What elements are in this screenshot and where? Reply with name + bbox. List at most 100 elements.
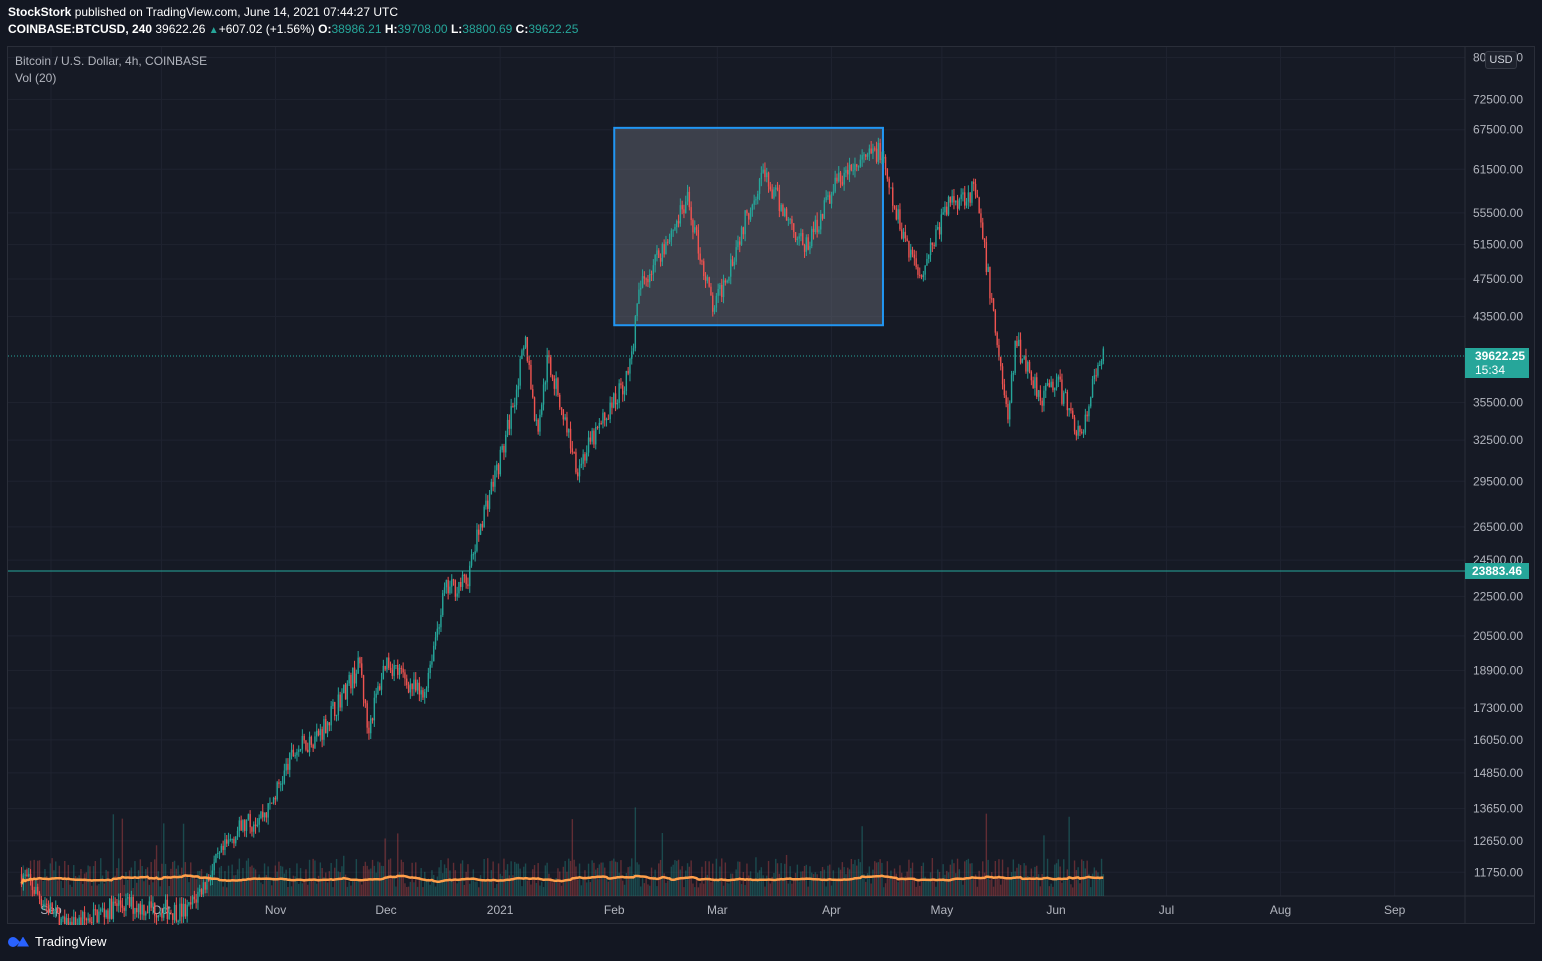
volume-bar xyxy=(632,874,635,896)
volume-bar xyxy=(697,887,700,896)
candle xyxy=(863,154,865,156)
candle xyxy=(726,280,728,283)
legend-volume[interactable]: Vol (20) xyxy=(15,71,57,85)
candle xyxy=(366,703,368,728)
candle xyxy=(132,897,134,914)
candle xyxy=(298,749,300,752)
volume-bar xyxy=(193,876,196,896)
volume-bar xyxy=(202,876,205,896)
candle xyxy=(571,448,574,453)
candle xyxy=(769,186,772,190)
candle xyxy=(551,375,554,379)
volume-bar xyxy=(209,865,212,896)
volume-bar xyxy=(584,870,586,896)
candle xyxy=(1059,376,1061,380)
volume-bar xyxy=(182,823,185,896)
volume-bar xyxy=(928,878,930,896)
candle xyxy=(1009,402,1011,420)
volume-bar xyxy=(271,885,273,896)
volume-bar xyxy=(685,870,687,896)
volume-bar xyxy=(328,871,331,896)
last-price: 39622.26 xyxy=(155,22,206,36)
candle xyxy=(992,298,995,311)
volume-bar xyxy=(523,866,525,896)
volume-bar xyxy=(31,878,34,896)
candle xyxy=(370,718,372,734)
volume-bar xyxy=(456,883,458,896)
candle xyxy=(244,820,246,831)
volume-bar xyxy=(1052,886,1054,896)
volume-bar xyxy=(814,872,817,896)
candle xyxy=(326,722,329,734)
candle xyxy=(314,736,316,749)
candle xyxy=(852,170,854,172)
y-tick-label: 32500.00 xyxy=(1473,433,1523,447)
volume-bar xyxy=(564,861,566,896)
candle xyxy=(980,213,982,223)
candle xyxy=(744,210,746,235)
volume-bar xyxy=(175,868,178,896)
volume-bar xyxy=(398,871,401,896)
volume-bar xyxy=(517,863,520,896)
candle xyxy=(136,908,138,913)
candle xyxy=(184,903,187,917)
volume-bar xyxy=(146,867,149,896)
volume-bar xyxy=(629,866,631,896)
volume-bar xyxy=(375,872,377,896)
volume-bar xyxy=(512,875,514,896)
candle xyxy=(523,347,525,351)
candle xyxy=(242,820,244,831)
range-rectangle[interactable] xyxy=(613,126,884,327)
candle xyxy=(901,229,903,239)
candle xyxy=(670,230,673,240)
publisher-name[interactable]: StockStork xyxy=(8,5,72,19)
volume-bar xyxy=(121,818,124,896)
volume-bar xyxy=(436,876,439,896)
candle xyxy=(893,205,896,209)
candle xyxy=(226,839,228,844)
candle xyxy=(568,428,570,433)
tradingview-logo[interactable]: TradingView xyxy=(8,934,107,949)
legend-title[interactable]: Bitcoin / U.S. Dollar, 4h, COINBASE xyxy=(15,54,208,68)
volume-bar xyxy=(758,870,761,896)
volume-bar xyxy=(607,881,610,896)
volume-bar xyxy=(440,860,442,896)
candle xyxy=(586,452,588,461)
bar-countdown-label: 15:34 xyxy=(1475,363,1505,377)
candle xyxy=(166,899,169,920)
candle xyxy=(737,241,739,248)
volume-bar xyxy=(535,882,538,896)
volume-bar xyxy=(728,883,730,896)
candle xyxy=(839,172,842,182)
volume-bar xyxy=(179,874,181,896)
candle xyxy=(467,584,469,587)
candle xyxy=(767,172,770,187)
volume-bar xyxy=(929,872,932,896)
candle xyxy=(152,903,154,908)
y-tick-label: 22500.00 xyxy=(1473,589,1523,603)
volume-bar xyxy=(901,872,903,896)
candle xyxy=(145,912,147,916)
volume-bar xyxy=(735,869,737,896)
candle xyxy=(973,181,975,184)
candle xyxy=(105,910,107,918)
volume-bar xyxy=(879,859,881,896)
candle xyxy=(220,845,223,853)
currency-button[interactable]: USD xyxy=(1485,51,1517,69)
candle xyxy=(469,565,471,587)
candle xyxy=(982,222,984,239)
candle xyxy=(451,579,453,587)
volume-bar xyxy=(433,874,435,896)
candle xyxy=(328,722,331,726)
candle xyxy=(681,205,683,210)
volume-bar xyxy=(307,884,309,896)
y-tick-label: 18900.00 xyxy=(1473,663,1523,677)
candle xyxy=(119,900,122,905)
candle xyxy=(231,838,233,840)
candle xyxy=(580,463,583,466)
volume-bar xyxy=(359,880,361,896)
candle xyxy=(278,782,280,784)
volume-bar xyxy=(339,872,341,896)
candle xyxy=(254,824,257,827)
